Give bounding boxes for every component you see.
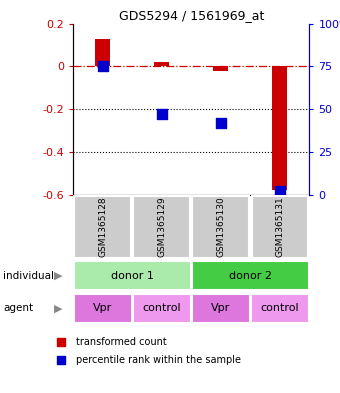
Bar — [252, 196, 308, 258]
Text: control: control — [142, 303, 181, 313]
Point — [58, 338, 64, 345]
Text: Vpr: Vpr — [211, 303, 231, 313]
Text: GSM1365131: GSM1365131 — [275, 196, 284, 257]
Bar — [272, 66, 287, 190]
Bar — [74, 196, 131, 258]
Text: ▶: ▶ — [54, 271, 63, 281]
Bar — [133, 294, 191, 323]
Text: control: control — [260, 303, 299, 313]
Bar — [192, 261, 309, 290]
Bar — [192, 196, 249, 258]
Point — [100, 63, 105, 70]
Point — [218, 119, 223, 126]
Text: donor 2: donor 2 — [229, 271, 272, 281]
Bar — [74, 294, 132, 323]
Bar — [133, 196, 190, 258]
Text: GSM1365130: GSM1365130 — [216, 196, 225, 257]
Bar — [154, 62, 169, 66]
Text: GSM1365129: GSM1365129 — [157, 196, 166, 257]
Title: GDS5294 / 1561969_at: GDS5294 / 1561969_at — [119, 9, 264, 22]
Bar — [214, 66, 228, 71]
Text: Vpr: Vpr — [93, 303, 112, 313]
Point — [58, 357, 64, 363]
Text: percentile rank within the sample: percentile rank within the sample — [76, 355, 241, 365]
Bar — [95, 39, 110, 66]
Bar — [74, 261, 191, 290]
Text: donor 1: donor 1 — [111, 271, 154, 281]
Point — [277, 188, 283, 194]
Text: transformed count: transformed count — [76, 336, 167, 347]
Text: ▶: ▶ — [54, 303, 63, 313]
Text: agent: agent — [3, 303, 34, 313]
Text: individual: individual — [3, 271, 54, 281]
Point — [159, 111, 165, 118]
Text: GSM1365128: GSM1365128 — [98, 196, 107, 257]
Bar — [251, 294, 309, 323]
Bar — [192, 294, 250, 323]
